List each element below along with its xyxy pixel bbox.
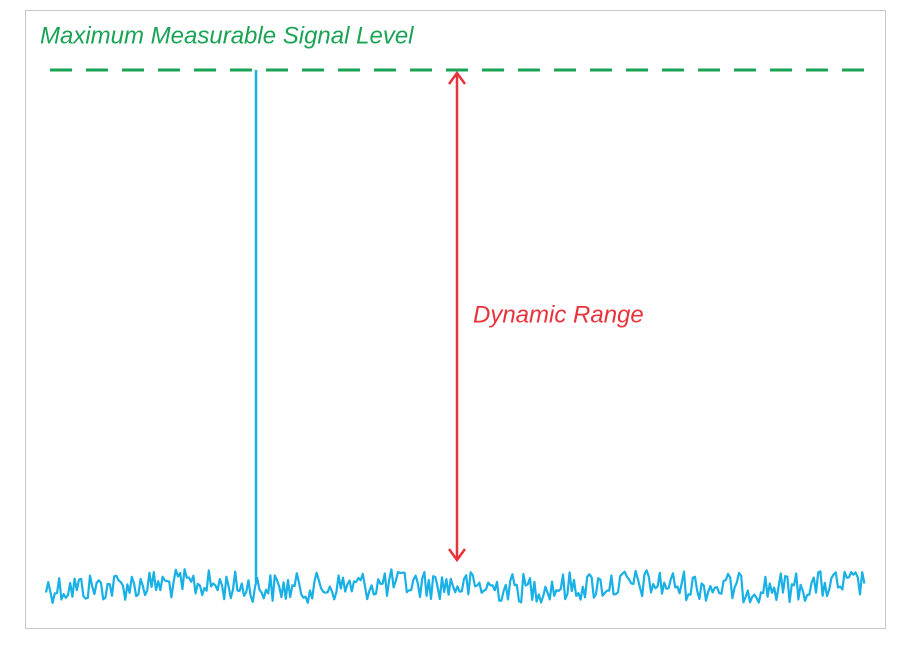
max-level-label: Maximum Measurable Signal Level [40, 22, 414, 49]
panel [25, 10, 886, 629]
dynamic-range-label: Dynamic Range [473, 301, 644, 328]
noise-floor [44, 568, 866, 604]
dynamic-range-arrow [447, 70, 467, 563]
